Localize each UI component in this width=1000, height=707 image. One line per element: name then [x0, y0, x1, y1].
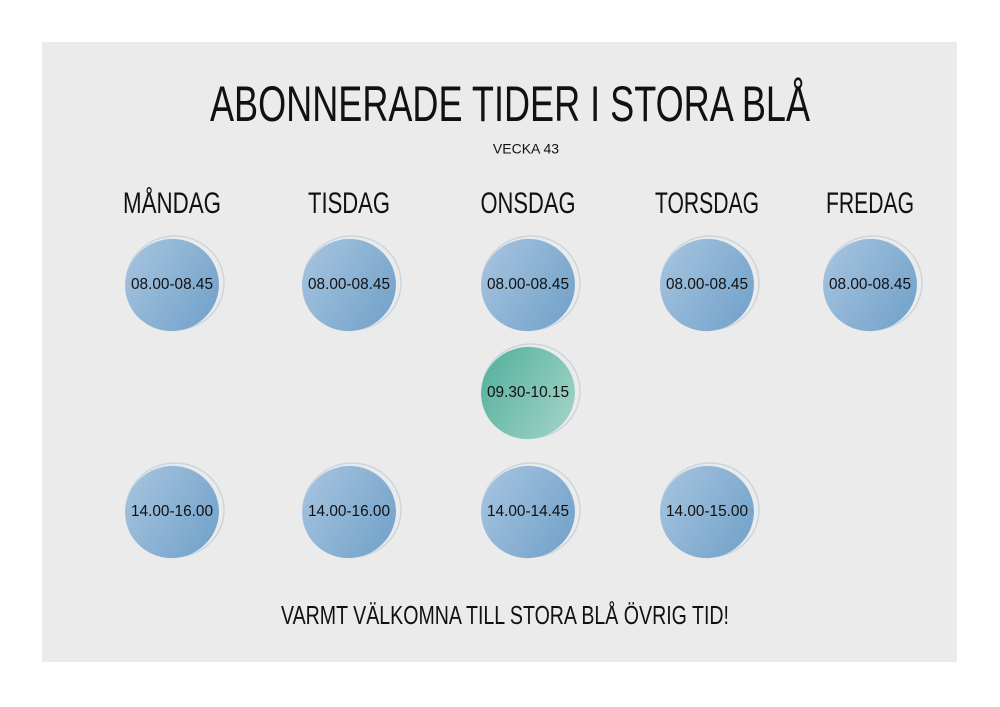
slot-blob	[125, 238, 219, 332]
slot-blob	[660, 465, 754, 559]
slot-blob	[660, 238, 754, 332]
day-name: ONSDAG	[481, 187, 576, 220]
slot-blob	[125, 465, 219, 559]
day-name: MÅNDAG	[123, 187, 221, 220]
slot-time: 08.00-08.45	[131, 276, 213, 293]
day-name: FREDAG	[826, 187, 914, 220]
title: ABONNERADE TIDER I STORA BLÅ	[210, 76, 810, 132]
slot-blob	[302, 465, 396, 559]
footer: VARMT VÄLKOMNA TILL STORA BLÅ ÖVRIG TID!	[281, 600, 729, 630]
slot-time: 14.00-14.45	[487, 503, 569, 520]
slot-time: 08.00-08.45	[487, 276, 569, 293]
slot-blob	[481, 465, 575, 559]
slot-time: 14.00-15.00	[666, 503, 748, 520]
slot-time: 08.00-08.45	[666, 276, 748, 293]
slot-blob	[823, 238, 917, 332]
day-name: TISDAG	[308, 187, 390, 220]
slot-blob	[481, 346, 575, 440]
slot-time: 08.00-08.45	[308, 276, 390, 293]
slot-time: 09.30-10.15	[487, 384, 569, 401]
slot-time: 14.00-16.00	[131, 503, 213, 520]
slot-time: 08.00-08.45	[829, 276, 911, 293]
slot-blob	[302, 238, 396, 332]
slot-blob	[481, 238, 575, 332]
panel	[42, 42, 957, 662]
slot-time: 14.00-16.00	[308, 503, 390, 520]
subtitle: VECKA 43	[493, 141, 559, 157]
day-name: TORSDAG	[655, 187, 759, 220]
